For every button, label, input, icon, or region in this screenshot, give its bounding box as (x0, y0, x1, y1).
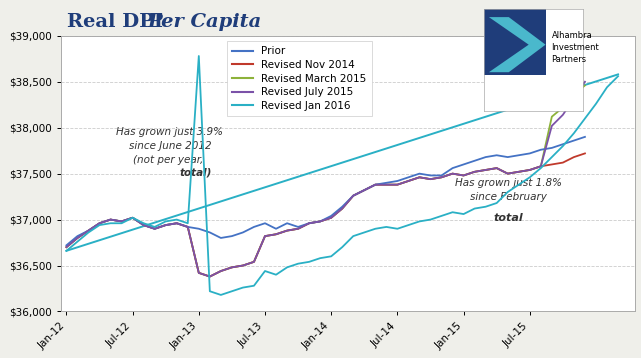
Text: Per Capita: Per Capita (147, 13, 262, 30)
Text: Has grown just 3.9%
since June 2012
(not per year,: Has grown just 3.9% since June 2012 (not… (117, 127, 224, 165)
Text: total): total) (179, 167, 212, 177)
Text: Alhambra
Investment
Partners: Alhambra Investment Partners (551, 32, 599, 64)
Text: Real DPI: Real DPI (67, 13, 170, 30)
Polygon shape (489, 17, 545, 72)
Bar (484, 9, 545, 75)
Text: Has grown just 1.8%
since February: Has grown just 1.8% since February (455, 178, 562, 202)
Legend: Prior, Revised Nov 2014, Revised March 2015, Revised July 2015, Revised Jan 2016: Prior, Revised Nov 2014, Revised March 2… (227, 41, 372, 116)
Text: total: total (494, 213, 523, 223)
